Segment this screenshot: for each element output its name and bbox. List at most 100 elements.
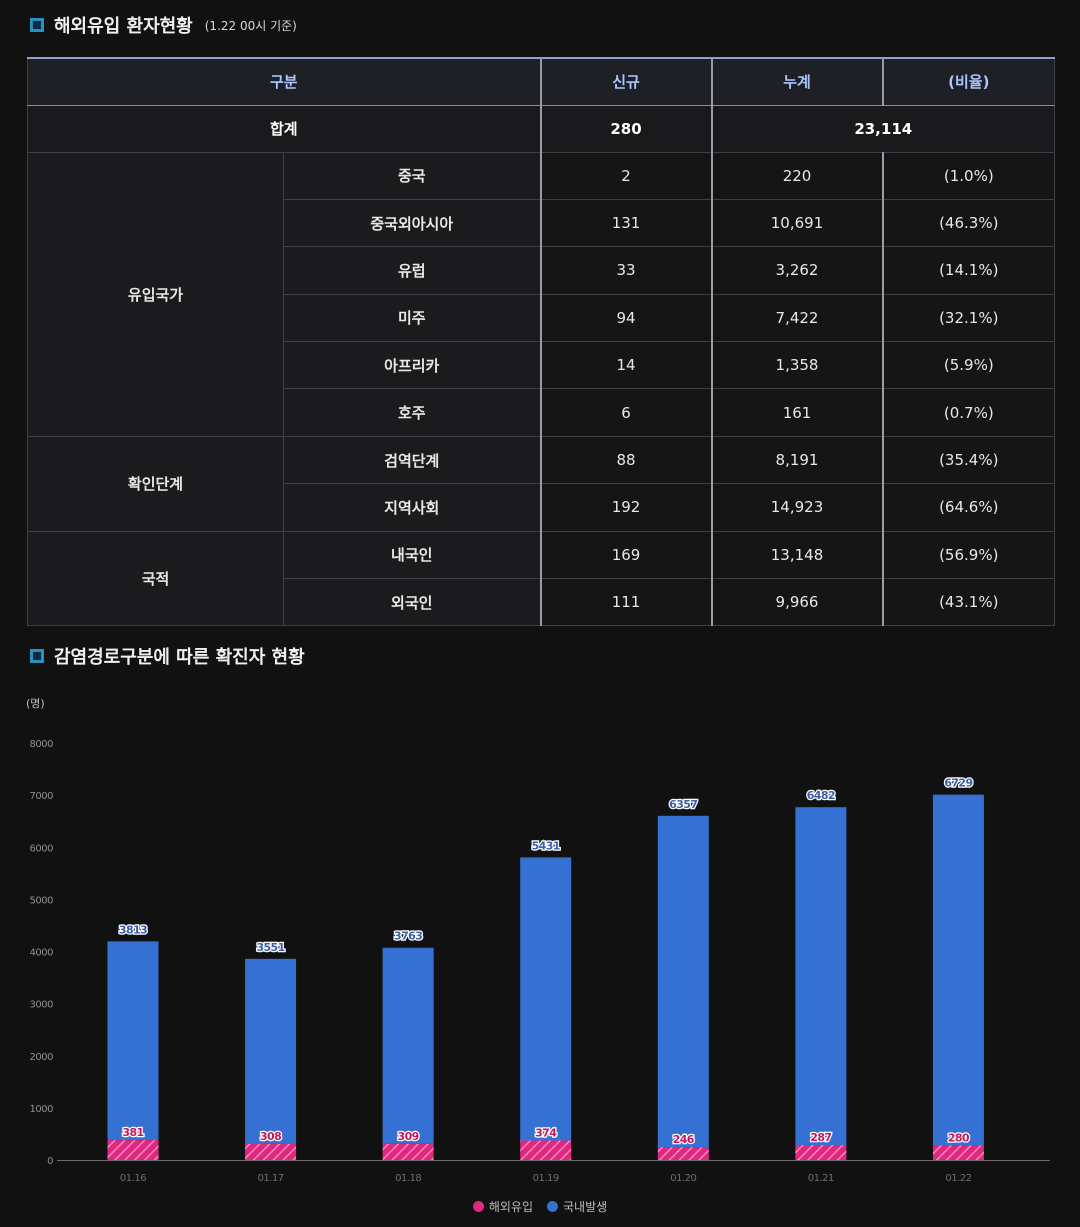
bar-overseas[interactable]: [795, 1145, 847, 1160]
bar-overseas[interactable]: [932, 1145, 984, 1160]
row-ratio: (0.7%): [881, 388, 1056, 437]
row-new: 2: [539, 151, 713, 200]
section-title-overseas: 해외유입 환자현황 (1.22 00시 기준): [30, 12, 297, 38]
row-new: 131: [539, 198, 713, 248]
header-cumulative: 누계: [710, 57, 884, 106]
data-label-domestic: 6482: [807, 789, 835, 802]
domestic-dot-icon: [547, 1201, 558, 1212]
legend-label-domestic: 국내발생: [563, 1200, 608, 1214]
row-label: 중국외아시아: [282, 198, 542, 248]
row-ratio: (32.1%): [881, 293, 1056, 343]
bar-domestic[interactable]: [520, 857, 572, 1141]
row-ratio: (46.3%): [881, 198, 1056, 248]
row-ratio: (5.9%): [881, 341, 1056, 390]
bar-domestic[interactable]: [795, 807, 847, 1146]
row-new: 94: [539, 293, 713, 343]
bar-domestic[interactable]: [382, 947, 434, 1144]
table-row: 지역사회 192 14,923 (64.6%): [28, 483, 1056, 532]
bar-domestic[interactable]: [932, 794, 984, 1146]
row-label: 내국인: [282, 530, 542, 580]
data-label-overseas: 246: [673, 1133, 695, 1146]
x-tick-label: 01.16: [120, 1173, 146, 1184]
total-label: 합계: [26, 104, 542, 153]
overseas-cases-table: 구분 신규 누계 (비율) 합계 280 23,114 유입국가 중국 2 220 (1…: [26, 57, 1056, 627]
y-tick-label: 4000: [30, 948, 54, 959]
row-cumulative: 220: [710, 151, 884, 200]
x-tick-label: 01.19: [533, 1173, 559, 1184]
bar-domestic[interactable]: [107, 941, 159, 1141]
header-category: 구분: [26, 57, 542, 106]
row-label: 외국인: [282, 578, 542, 627]
overseas-subtitle: (1.22 00시 기준): [204, 18, 297, 33]
table-total-row: 합계 280 23,114: [26, 104, 1056, 153]
group-label: 국적: [27, 530, 284, 627]
row-cumulative: 9,966: [710, 578, 884, 627]
y-tick-label: 5000: [30, 895, 54, 906]
header-new: 신규: [539, 57, 713, 106]
row-label: 중국: [282, 151, 542, 200]
overseas-title: 해외유입 환자현황: [54, 16, 193, 37]
bar-domestic[interactable]: [657, 815, 709, 1148]
x-tick-label: 01.20: [670, 1173, 696, 1184]
bar-overseas[interactable]: [657, 1147, 709, 1160]
square-bullet-icon: [30, 649, 44, 663]
data-label-domestic: 5431: [532, 839, 560, 852]
row-ratio: (35.4%): [881, 435, 1056, 485]
table-row: 유입국가 중국 2 220 (1.0%): [27, 151, 1056, 437]
row-cumulative: 3,262: [710, 246, 884, 295]
data-label-overseas: 381: [122, 1126, 143, 1139]
row-ratio: (56.9%): [881, 530, 1056, 580]
x-tick-label: 01.18: [395, 1173, 421, 1184]
y-tick-label: 0: [47, 1156, 53, 1167]
table-row: 미주 94 7,422 (32.1%): [28, 293, 1056, 343]
bar-domestic[interactable]: [245, 958, 297, 1144]
y-tick-label: 7000: [30, 791, 54, 802]
y-tick-label: 3000: [30, 1000, 54, 1011]
legend-item-domestic[interactable]: 국내발생: [547, 1198, 607, 1215]
y-tick-label: 6000: [30, 843, 54, 854]
y-tick-label: 1000: [30, 1104, 54, 1115]
bar-overseas[interactable]: [520, 1140, 572, 1160]
table-row: 아프리카 14 1,358 (5.9%): [28, 341, 1056, 390]
row-new: 6: [539, 388, 713, 437]
data-label-domestic: 3551: [256, 941, 284, 954]
table-row: 호주 6 161 (0.7%): [28, 388, 1056, 437]
row-label: 호주: [282, 388, 542, 437]
overseas-dot-icon: [472, 1201, 484, 1212]
bar-overseas[interactable]: [382, 1143, 434, 1160]
row-ratio: (43.1%): [881, 578, 1056, 627]
total-cumulative: 23,114: [710, 104, 1056, 153]
row-label: 아프리카: [282, 341, 542, 390]
data-label-domestic: 3763: [394, 930, 422, 943]
row-cumulative: 7,422: [710, 293, 884, 343]
route-title: 감염경로구분에 따른 확진자 현황: [54, 647, 305, 668]
header-ratio: (비율): [881, 57, 1056, 106]
row-new: 88: [539, 435, 713, 485]
data-label-overseas: 280: [948, 1131, 970, 1144]
group-label: 유입국가: [27, 151, 284, 437]
x-tick-label: 01.17: [258, 1173, 284, 1184]
x-tick-label: 01.22: [945, 1173, 971, 1184]
data-label-overseas: 374: [535, 1127, 557, 1140]
row-cumulative: 13,148: [710, 530, 884, 580]
group-label: 확인단계: [27, 435, 284, 532]
row-cumulative: 1,358: [710, 341, 884, 390]
y-tick-label: 2000: [30, 1052, 54, 1063]
row-new: 111: [539, 578, 713, 627]
row-cumulative: 161: [710, 388, 884, 437]
table-row: 국적 내국인 169 13,148 (56.9%): [27, 530, 1056, 627]
row-label: 유럽: [282, 246, 542, 295]
table-row: 중국외아시아 131 10,691 (46.3%): [28, 198, 1056, 248]
chart-legend: 해외유입 국내발생: [0, 1198, 1080, 1215]
row-label: 미주: [282, 293, 542, 343]
bar-overseas[interactable]: [245, 1143, 297, 1160]
bar-overseas[interactable]: [107, 1140, 159, 1160]
legend-item-overseas[interactable]: 해외유입: [472, 1198, 533, 1215]
row-ratio: (1.0%): [881, 151, 1056, 200]
y-axis-label: (명): [26, 697, 45, 710]
row-cumulative: 10,691: [710, 198, 884, 248]
row-new: 14: [539, 341, 713, 390]
row-cumulative: 14,923: [710, 483, 884, 532]
row-label: 검역단계: [282, 435, 542, 485]
data-label-domestic: 6729: [944, 777, 972, 790]
